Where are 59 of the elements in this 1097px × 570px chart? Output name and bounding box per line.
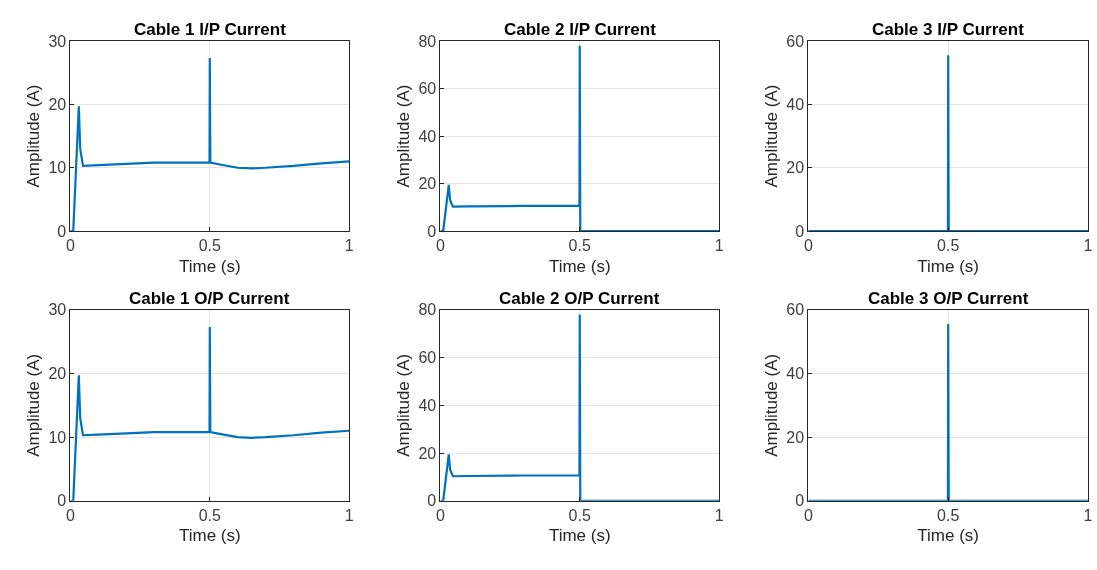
- chart-title: Cable 2 O/P Current: [499, 289, 660, 308]
- chart-title: Cable 2 I/P Current: [504, 20, 657, 39]
- y-tick-label: 0: [57, 222, 67, 240]
- y-axis-title: Amplitude (A): [393, 84, 413, 188]
- chart-title: Cable 1 I/P Current: [134, 20, 287, 39]
- y-tick-label: 60: [418, 80, 437, 98]
- y-axis-title: Amplitude (A): [761, 84, 781, 188]
- y-tick-label: 20: [786, 159, 805, 177]
- y-tick-label: 20: [48, 95, 67, 113]
- x-tick-label: 1: [1083, 507, 1093, 525]
- y-tick-label: 40: [418, 396, 437, 414]
- x-axis-title: Time (s): [178, 526, 241, 546]
- y-tick-label: 80: [418, 301, 437, 319]
- y-tick-label: 10: [48, 159, 67, 177]
- x-tick-label: 1: [714, 507, 724, 525]
- x-axis-title: Time (s): [178, 256, 241, 276]
- y-tick-label: 60: [786, 32, 805, 50]
- x-tick-label: 0.5: [568, 237, 591, 255]
- x-axis-title: Time (s): [917, 526, 980, 546]
- x-tick-label: 0.5: [937, 237, 960, 255]
- chart-title: Cable 1 O/P Current: [129, 289, 290, 308]
- y-tick-label: 40: [418, 127, 437, 145]
- y-tick-label: 20: [418, 175, 437, 193]
- y-tick-label: 60: [786, 301, 805, 319]
- line-series: [70, 57, 350, 232]
- x-tick-label: 1: [1083, 237, 1093, 255]
- x-axis-title: Time (s): [548, 526, 611, 546]
- line-series: [440, 44, 720, 232]
- y-tick-label: 60: [418, 349, 437, 367]
- y-axis-title: Amplitude (A): [393, 353, 413, 457]
- y-tick-label: 20: [48, 365, 67, 383]
- y-tick-label: 80: [418, 32, 437, 50]
- y-tick-label: 10: [48, 428, 67, 446]
- chart-title: Cable 3 I/P Current: [872, 20, 1025, 39]
- y-tick-label: 40: [786, 365, 805, 383]
- x-tick-label: 0.5: [568, 507, 591, 525]
- x-tick-label: 0.5: [198, 237, 222, 255]
- y-tick-label: 40: [786, 95, 805, 113]
- y-axis-title: Amplitude (A): [24, 353, 43, 457]
- x-axis-title: Time (s): [548, 256, 611, 276]
- x-tick-label: 1: [344, 237, 354, 255]
- y-tick-label: 30: [48, 301, 67, 319]
- y-tick-label: 20: [786, 428, 805, 446]
- x-tick-label: 0.5: [198, 507, 222, 525]
- y-tick-label: 0: [795, 222, 805, 240]
- y-tick-label: 0: [427, 222, 437, 240]
- x-tick-label: 0.5: [937, 507, 960, 525]
- line-series: [70, 325, 350, 501]
- x-axis-title: Time (s): [917, 256, 980, 276]
- x-tick-label: 1: [344, 507, 354, 525]
- y-axis-title: Amplitude (A): [24, 84, 43, 188]
- y-tick-label: 0: [427, 492, 437, 510]
- y-tick-label: 0: [795, 492, 805, 510]
- y-axis-title: Amplitude (A): [761, 353, 781, 457]
- y-tick-label: 30: [48, 32, 67, 50]
- y-tick-label: 20: [418, 444, 437, 462]
- chart-title: Cable 3 O/P Current: [868, 289, 1029, 308]
- x-tick-label: 1: [714, 237, 724, 255]
- y-tick-label: 0: [57, 492, 67, 510]
